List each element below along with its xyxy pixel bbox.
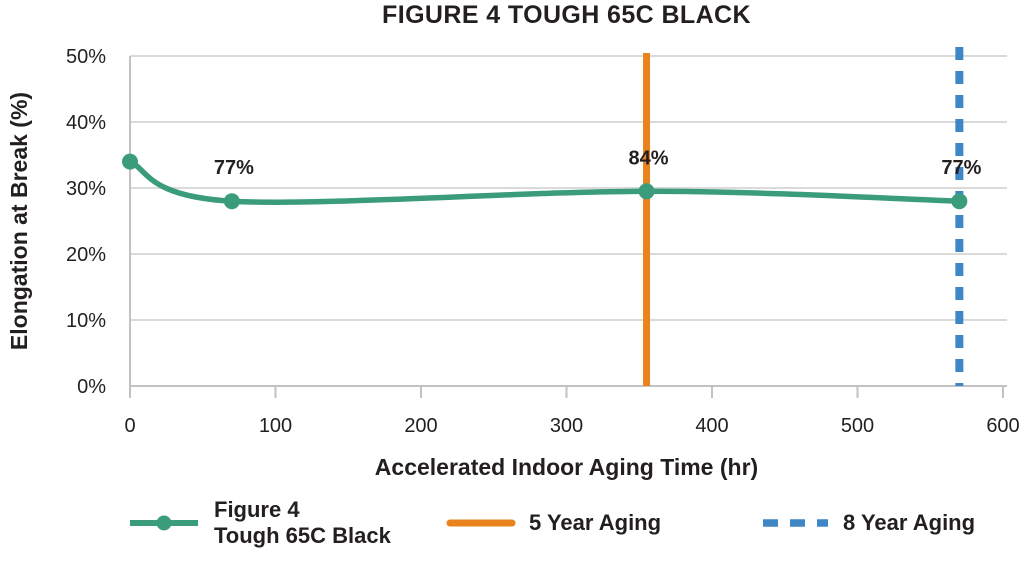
legend-label-series-line2: Tough 65C Black xyxy=(214,523,391,548)
legend-item-eight-year: 8 Year Aging xyxy=(760,509,975,537)
svg-text:300: 300 xyxy=(550,415,583,437)
svg-text:600: 600 xyxy=(986,415,1019,437)
plot-area: 0% 10% 20% 30% 40% 50% 0 100 200 300 400 500 600 77% 8… xyxy=(66,46,1020,437)
svg-text:0: 0 xyxy=(124,415,135,437)
svg-text:50%: 50% xyxy=(66,46,106,68)
svg-text:84%: 84% xyxy=(629,147,669,169)
legend: Figure 4 Tough 65C Black 5 Year Aging 8 … xyxy=(0,497,1024,561)
svg-text:400: 400 xyxy=(695,415,728,437)
legend-item-series: Figure 4 Tough 65C Black xyxy=(127,497,391,549)
svg-text:77%: 77% xyxy=(214,157,254,179)
legend-label-series: Figure 4 Tough 65C Black xyxy=(214,497,391,549)
svg-text:100: 100 xyxy=(259,415,292,437)
svg-text:10%: 10% xyxy=(66,310,106,332)
svg-text:77%: 77% xyxy=(941,157,981,179)
svg-text:200: 200 xyxy=(404,415,437,437)
series-line-swatch-icon xyxy=(130,515,198,531)
svg-text:40%: 40% xyxy=(66,112,106,134)
eight-year-dashed-swatch-icon xyxy=(763,519,828,527)
legend-label-five-year: 5 Year Aging xyxy=(529,510,662,536)
svg-text:20%: 20% xyxy=(66,244,106,266)
chart-title: FIGURE 4 TOUGH 65C BLACK xyxy=(382,1,751,29)
svg-text:0%: 0% xyxy=(77,376,106,398)
legend-item-five-year: 5 Year Aging xyxy=(446,509,661,537)
legend-label-eight-year: 8 Year Aging xyxy=(843,510,976,536)
svg-text:30%: 30% xyxy=(66,178,106,200)
five-year-line-swatch-icon xyxy=(446,519,516,527)
x-axis-title: Accelerated Indoor Aging Time (hr) xyxy=(374,454,759,480)
svg-text:500: 500 xyxy=(841,415,874,437)
legend-label-series-line1: Figure 4 xyxy=(214,497,300,523)
